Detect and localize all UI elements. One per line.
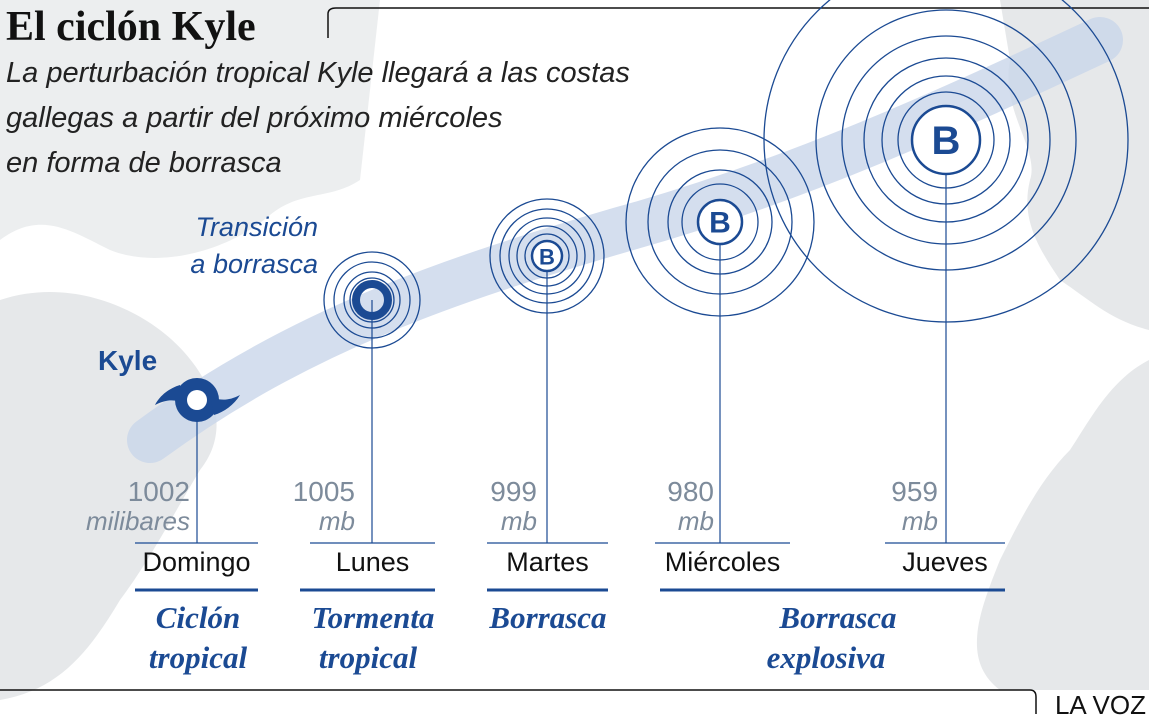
- pressure-ring: [863, 57, 1029, 223]
- pressure-ring: [667, 169, 773, 275]
- annotation: Transición: [195, 212, 318, 242]
- pressure-ring: [815, 9, 1077, 271]
- storm-name: Kyle: [98, 345, 157, 376]
- low-symbol: B: [709, 207, 731, 240]
- pressure-ring: [323, 251, 421, 349]
- pressure-ring: [881, 75, 1011, 205]
- pressure-ring: [625, 127, 815, 317]
- pressure: 1005: [293, 476, 355, 507]
- low-core: [530, 239, 564, 273]
- pressure-ring: [499, 208, 595, 304]
- pressure-unit: mb: [319, 506, 355, 536]
- title: El ciclón Kyle: [6, 4, 256, 50]
- category-label: tropical: [149, 640, 248, 675]
- category-label: Tormenta: [312, 600, 435, 635]
- day-label: Lunes: [336, 547, 410, 577]
- pressure-ring: [343, 271, 401, 329]
- subtitle-line: en forma de borrasca: [6, 147, 282, 179]
- low-symbol: B: [539, 245, 555, 270]
- pressure-ring: [681, 183, 759, 261]
- category-label: Ciclón: [156, 600, 240, 635]
- pressure: 999: [490, 476, 537, 507]
- title-rule: [327, 7, 1149, 38]
- pressure-ring: [489, 198, 605, 314]
- day-label: Domingo: [142, 547, 250, 577]
- day-label: Miércoles: [665, 547, 781, 577]
- annotation: a borrasca: [190, 249, 318, 279]
- pressure-unit: mb: [678, 506, 714, 536]
- pressure-unit: milibares: [86, 506, 190, 536]
- pressure-ring: [647, 149, 793, 295]
- footer-rule: [0, 689, 1037, 714]
- pressure: 980: [667, 476, 714, 507]
- pressure: 1002: [128, 476, 190, 507]
- pressure-ring: [897, 91, 995, 189]
- pressure-unit: mb: [902, 506, 938, 536]
- day-label: Jueves: [902, 547, 988, 577]
- pressure-ring: [524, 233, 570, 279]
- subtitle-line: gallegas a partir del próximo miércoles: [6, 102, 502, 134]
- cyclone-icon: [155, 378, 240, 422]
- pressure-unit: mb: [501, 506, 537, 536]
- day-label: Martes: [506, 547, 589, 577]
- pressure-ring: [763, 0, 1129, 323]
- low-core: [696, 198, 744, 246]
- subtitle-line: La perturbación tropical Kyle llegará a …: [6, 57, 630, 89]
- low-core: [910, 104, 982, 176]
- storm-core-ring: [349, 277, 395, 323]
- pressure-ring: [841, 35, 1051, 245]
- pressure-ring: [333, 261, 411, 339]
- pressure-ring: [516, 225, 578, 287]
- category-label: explosiva: [767, 640, 886, 675]
- storm-core: [352, 280, 392, 320]
- map: [0, 0, 1149, 700]
- stages: 1002milibaresDomingo1005mbLunesB999mbMar…: [86, 0, 1129, 577]
- pressure-ring: [508, 217, 586, 295]
- pressure: 959: [891, 476, 938, 507]
- footer-brand: LA VOZ: [1055, 690, 1146, 717]
- low-symbol: B: [932, 119, 961, 163]
- category-label: Borrasca: [778, 600, 896, 635]
- category-label: Borrasca: [488, 600, 606, 635]
- category-label: tropical: [319, 640, 418, 675]
